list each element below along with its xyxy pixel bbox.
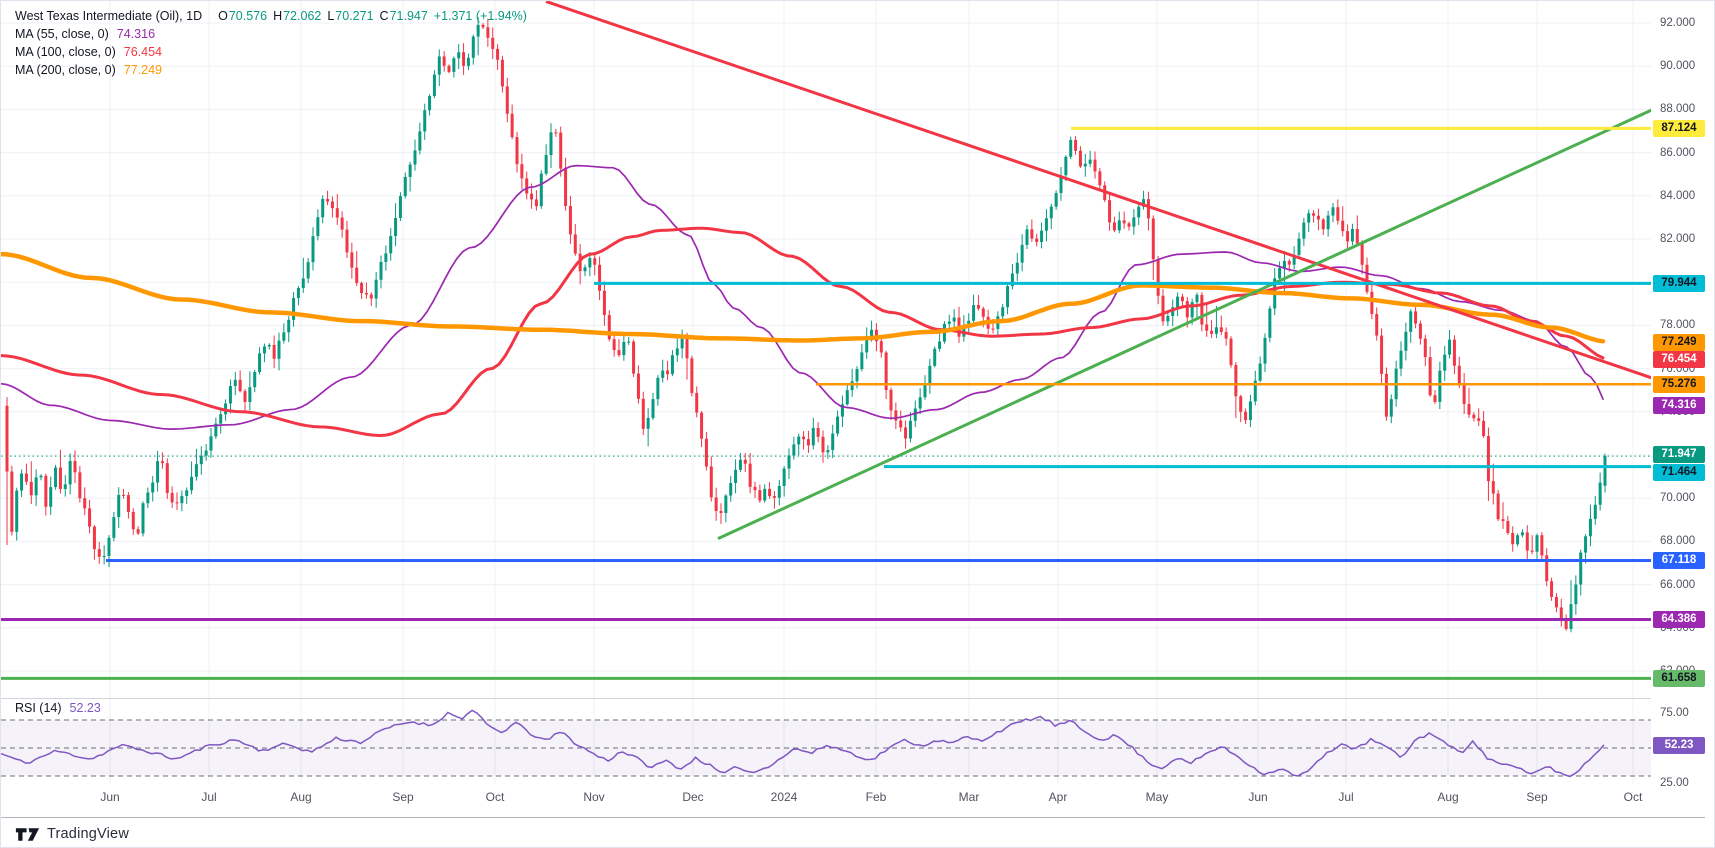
horizontal-levels [1, 126, 1651, 680]
ma-legend-row-2[interactable]: MA (100, close, 0) 76.454 [15, 43, 527, 61]
price-chart-canvas[interactable] [1, 1, 1651, 817]
month-label-Dec: Dec [682, 790, 704, 804]
ma-label: MA (55, close, 0) [15, 27, 109, 41]
rsi-axis-tick: 25.00 [1660, 777, 1689, 789]
price-badge-61.658: 61.658 [1653, 670, 1705, 688]
ohlc-key: C [379, 9, 389, 23]
trendlines [545, 1, 1651, 540]
month-label-Aug: Aug [1437, 790, 1459, 804]
moving-averages [1, 164, 1606, 438]
ma-legend-rows: MA (55, close, 0) 74.316 MA (100, close, 0… [15, 25, 527, 79]
price-axis-tick: 84.000 [1660, 189, 1696, 202]
month-label-Mar: Mar [958, 790, 980, 804]
rsi-label: RSI (14) [15, 701, 62, 715]
symbol-legend: West Texas Intermediate (Oil), 1D O70.576… [15, 7, 527, 79]
price-axis-tick: 78.000 [1660, 319, 1696, 332]
ascending-support-trendline [717, 108, 1651, 540]
chart-bottom-border [1, 817, 1705, 818]
footer-bar: TradingView [15, 822, 129, 846]
pane-divider[interactable] [1, 698, 1651, 699]
month-label-2024: 2024 [770, 790, 798, 804]
price-badge-74.316: 74.316 [1653, 396, 1705, 414]
month-label-May: May [1145, 790, 1169, 804]
ma-value: 74.316 [116, 27, 156, 41]
candles-series [5, 17, 1607, 633]
descending-resistance-trendline [545, 1, 1651, 380]
chart-plot-area[interactable] [1, 1, 1651, 817]
symbol-title[interactable]: West Texas Intermediate (Oil), 1D [15, 9, 203, 23]
month-label-Jul: Jul [1338, 790, 1354, 804]
price-badge-87.124: 87.124 [1653, 120, 1705, 138]
month-label-Oct: Oct [485, 790, 505, 804]
ohlc-value: 71.947 [389, 9, 428, 23]
month-label-Feb: Feb [865, 790, 887, 804]
price-badge-71.947: 71.947 [1653, 446, 1705, 464]
grid [1, 1, 1651, 784]
price-badge-79.944: 79.944 [1653, 275, 1705, 293]
tradingview-logo-text: TradingView [47, 826, 129, 842]
price-badge-75.276: 75.276 [1653, 376, 1705, 394]
ma-legend-row-1[interactable]: MA (55, close, 0) 74.316 [15, 25, 527, 43]
price-badge-76.454: 76.454 [1653, 350, 1705, 368]
rsi-axis-tick: 75.00 [1660, 707, 1689, 719]
month-label-Oct: Oct [1623, 790, 1643, 804]
price-axis-tick: 88.000 [1660, 103, 1696, 116]
ohlc-value: 72.062 [283, 9, 322, 23]
month-label-Nov: Nov [583, 790, 605, 804]
rsi-pane [1, 709, 1651, 778]
price-axis-tick: 70.000 [1660, 492, 1696, 505]
price-badge-67.118: 67.118 [1653, 552, 1705, 570]
month-label-Jun: Jun [1248, 790, 1268, 804]
ma-value: 76.454 [123, 45, 162, 59]
ma-label: MA (200, close, 0) [15, 63, 116, 77]
change-value: +1.371 (+1.94%) [433, 9, 527, 23]
price-axis-tick: 92.000 [1660, 17, 1696, 29]
month-label-Sep: Sep [1526, 790, 1548, 804]
price-axis-tick: 66.000 [1660, 578, 1696, 591]
rsi-line [1, 709, 1605, 778]
price-badge-71.464: 71.464 [1653, 463, 1705, 481]
rsi-value-badge: 52.23 [1653, 736, 1705, 754]
ohlc-values: O70.576 H72.062 L70.271 C71.947 [212, 9, 428, 23]
rsi-legend[interactable]: RSI (14) 52.23 [15, 701, 101, 715]
price-badge-77.249: 77.249 [1653, 333, 1705, 351]
time-scale[interactable]: Jun Jul Aug Sep Oct Nov Dec 2024 Feb Mar Apr May Jun… [1, 784, 1651, 817]
price-axis-tick: 90.000 [1660, 60, 1696, 73]
ohlc-key: L [327, 9, 335, 23]
month-label-Apr: Apr [1048, 790, 1068, 804]
ohlc-value: 70.576 [228, 9, 268, 23]
ma200-line [1, 251, 1606, 344]
ohlc-value: 70.271 [335, 9, 374, 23]
symbol-info-row[interactable]: West Texas Intermediate (Oil), 1D O70.576… [15, 7, 527, 25]
price-badge-64.386: 64.386 [1653, 611, 1705, 629]
tradingview-logo-icon [15, 827, 40, 841]
ohlc-key: O [218, 9, 228, 23]
price-scale[interactable]: 92.000 90.000 88.000 86.000 84.000 82.000 78.0… [1651, 1, 1714, 817]
month-label-Jun: Jun [100, 790, 120, 804]
ma-legend-row-3[interactable]: MA (200, close, 0) 77.249 [15, 61, 527, 79]
rsi-value: 52.23 [69, 701, 101, 715]
month-label-Aug: Aug [290, 790, 312, 804]
month-label-Jul: Jul [201, 790, 217, 804]
price-axis-tick: 68.000 [1660, 535, 1696, 548]
month-label-Sep: Sep [392, 790, 414, 804]
price-axis-tick: 86.000 [1660, 146, 1696, 159]
ohlc-key: H [273, 9, 283, 23]
tradingview-logo[interactable]: TradingView [15, 826, 129, 842]
ma-label: MA (100, close, 0) [15, 45, 116, 59]
ma-value: 77.249 [123, 63, 162, 77]
price-axis-tick: 82.000 [1660, 233, 1696, 245]
